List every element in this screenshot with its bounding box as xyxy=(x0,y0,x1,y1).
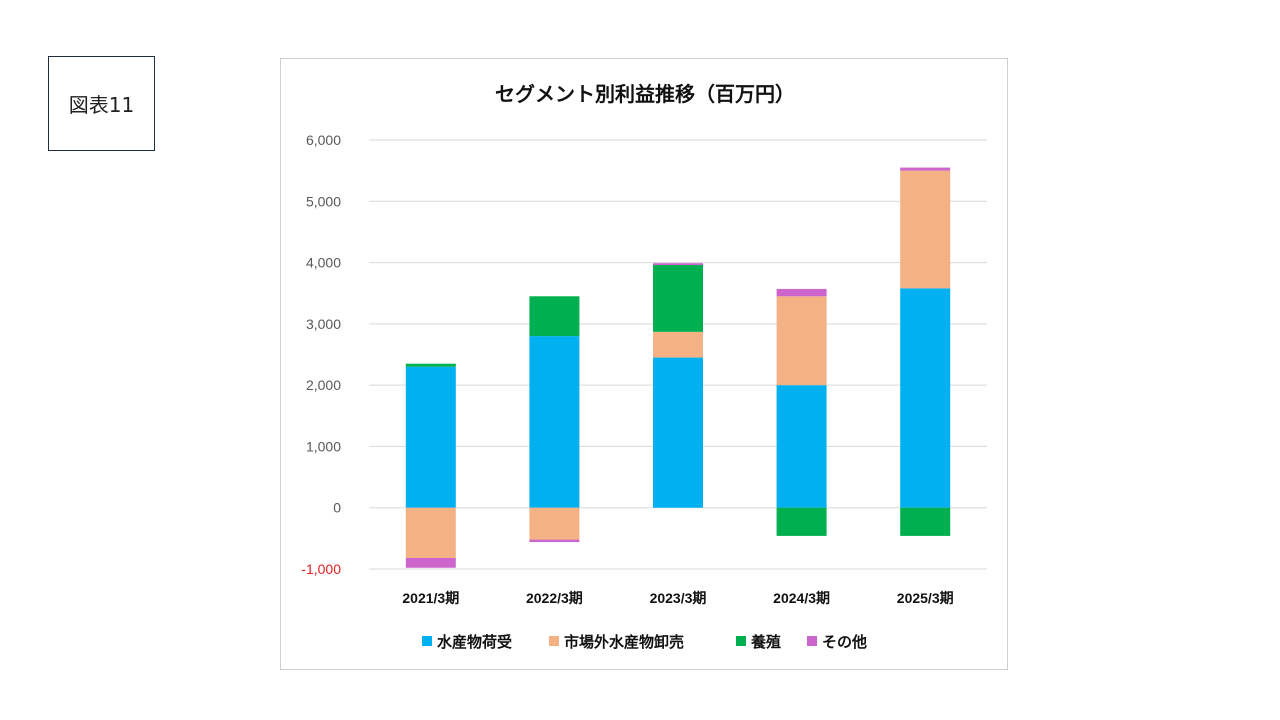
bar-segment-other xyxy=(776,288,827,297)
bar-segment-seafood_consignment xyxy=(776,385,827,508)
bar-segment-aquaculture xyxy=(405,363,456,367)
bar-segment-other xyxy=(405,557,456,568)
y-axis-ticks: 6,000 5,000 4,000 3,000 2,000 1,000 0 -1,000 xyxy=(301,132,341,577)
bar-segment-aquaculture xyxy=(900,507,951,536)
bar-segment-offmarket_wholesale xyxy=(405,507,456,558)
y-tick-label: 6,000 xyxy=(306,132,341,148)
bar-segment-offmarket_wholesale xyxy=(776,296,827,386)
legend-label: 養殖 xyxy=(750,633,781,651)
y-tick-label: 1,000 xyxy=(306,438,341,454)
legend-label: 水産物荷受 xyxy=(437,633,512,651)
x-category-label: 2025/3期 xyxy=(897,590,954,606)
x-category-label: 2023/3期 xyxy=(650,590,707,606)
bar-segment-aquaculture xyxy=(653,265,703,332)
bar-segment-other xyxy=(529,539,580,543)
bar-segment-seafood_consignment xyxy=(900,288,951,508)
y-tick-label: -1,000 xyxy=(301,561,341,577)
bar-segment-offmarket_wholesale xyxy=(529,507,580,540)
figure-label: 図表11 xyxy=(48,56,155,151)
bar-segment-other xyxy=(900,167,951,171)
bar-segment-offmarket_wholesale xyxy=(900,170,951,289)
y-tick-label: 0 xyxy=(333,500,341,516)
bar-segment-other xyxy=(653,263,703,266)
legend-label: 市場外水産物卸売 xyxy=(564,633,684,651)
y-tick-label: 2,000 xyxy=(306,377,341,393)
figure-label-text: 図表11 xyxy=(68,93,135,117)
y-tick-label: 4,000 xyxy=(306,255,341,271)
chart-title: セグメント別利益推移（百万円） xyxy=(495,82,795,106)
legend-swatch-aquaculture xyxy=(736,636,746,646)
legend-swatch-seafood_consignment xyxy=(422,636,432,646)
legend-swatch-offmarket_wholesale xyxy=(549,636,559,646)
bars xyxy=(405,167,951,568)
bar-segment-aquaculture xyxy=(776,507,827,536)
bar-segment-seafood_consignment xyxy=(405,366,456,508)
x-category-label: 2022/3期 xyxy=(526,590,583,606)
stacked-bar-chart: セグメント別利益推移（百万円） 6,000 5,000 4,000 3,000 2,00… xyxy=(301,82,987,651)
bar-segment-offmarket_wholesale xyxy=(653,331,703,358)
legend: 水産物荷受 市場外水産物卸売 養殖 その他 xyxy=(422,633,867,651)
chart-frame: セグメント別利益推移（百万円） 6,000 5,000 4,000 3,000 2,00… xyxy=(280,58,1008,670)
bar-segment-seafood_consignment xyxy=(653,357,703,508)
y-tick-label: 5,000 xyxy=(306,193,341,209)
x-axis-categories: 2021/3期 2022/3期 2023/3期 2024/3期 2025/3期 xyxy=(402,590,953,606)
bar-segment-seafood_consignment xyxy=(529,336,580,508)
legend-swatch-other xyxy=(807,636,817,646)
x-category-label: 2021/3期 xyxy=(402,590,459,606)
x-category-label: 2024/3期 xyxy=(773,590,830,606)
bar-segment-aquaculture xyxy=(529,296,580,337)
legend-label: その他 xyxy=(822,633,867,651)
y-tick-label: 3,000 xyxy=(306,316,341,332)
